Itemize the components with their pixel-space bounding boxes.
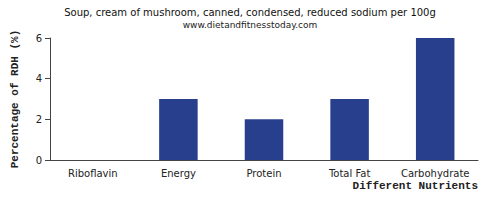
svg-text:www.dietandfitnesstoday.com: www.dietandfitnesstoday.com (183, 20, 318, 30)
svg-text:Total Fat: Total Fat (328, 168, 370, 179)
svg-text:Protein: Protein (246, 168, 281, 179)
svg-text:Energy: Energy (161, 168, 196, 179)
svg-text:Percentage of RDH (%): Percentage of RDH (%) (9, 30, 21, 169)
svg-text:Riboflavin: Riboflavin (68, 168, 118, 179)
svg-text:Carbohydrate: Carbohydrate (401, 168, 470, 179)
svg-text:Soup, cream of mushroom, canne: Soup, cream of mushroom, canned, condens… (64, 7, 436, 18)
svg-text:4: 4 (36, 73, 42, 84)
svg-text:0: 0 (36, 155, 42, 166)
svg-text:6: 6 (36, 33, 42, 44)
svg-text:2: 2 (36, 114, 42, 125)
svg-text:Different Nutrients: Different Nutrients (353, 180, 478, 192)
